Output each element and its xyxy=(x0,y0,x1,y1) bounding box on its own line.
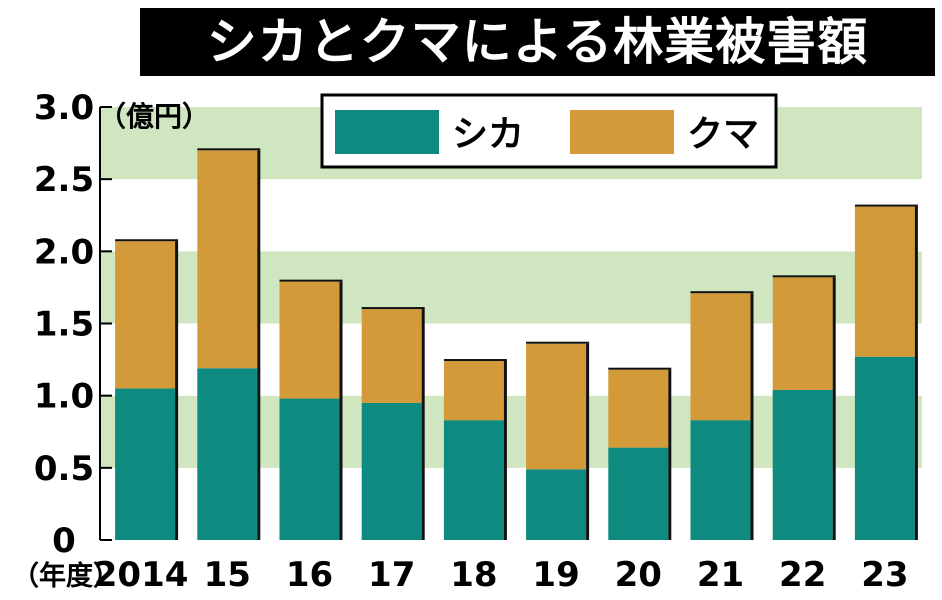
bar-shadow xyxy=(197,148,261,151)
y-tick-label: 3.0 xyxy=(34,88,94,128)
bar-segment-shika xyxy=(608,447,669,540)
legend-label: シカ xyxy=(452,114,524,155)
bar-segment-kuma xyxy=(197,150,258,369)
bar-shadow xyxy=(608,367,672,370)
bar-segment-shika xyxy=(115,388,176,540)
bar-segment-kuma xyxy=(854,206,915,357)
bar-segment-shika xyxy=(197,368,258,540)
x-tick-label: 15 xyxy=(204,555,251,595)
y-tick-label: 0 xyxy=(52,521,76,561)
bar-shadow xyxy=(586,343,590,540)
legend: シカ クマ xyxy=(320,93,778,169)
bar-segment-shika xyxy=(443,420,504,540)
bar-segment-shika xyxy=(772,389,833,540)
bar-shadow xyxy=(526,341,590,344)
bar-segment-kuma xyxy=(690,293,751,421)
bar-shadow xyxy=(279,279,343,282)
bar-shadow xyxy=(257,150,261,541)
bar-shadow xyxy=(772,275,836,278)
y-tick-label: 0.5 xyxy=(34,449,94,489)
bar-shadow xyxy=(750,293,754,540)
x-tick-label: 16 xyxy=(286,555,333,595)
bar-shadow xyxy=(690,291,754,294)
x-tick-label: 22 xyxy=(779,555,826,595)
y-tick-label: 1.5 xyxy=(34,305,94,345)
x-tick-label: 21 xyxy=(697,555,744,595)
bar-segment-shika xyxy=(279,398,340,540)
bar-shadow xyxy=(339,281,343,540)
y-tick-label: 2.5 xyxy=(34,160,94,200)
bar-segment-shika xyxy=(361,402,422,540)
legend-label: クマ xyxy=(687,114,759,155)
bar-segment-shika xyxy=(690,420,751,540)
bar-segment-kuma xyxy=(526,343,587,470)
x-tick-labels: 2014 15 16 17 18 19 20 21 22 23 xyxy=(94,555,909,595)
x-tick-label: 23 xyxy=(861,555,908,595)
x-tick-label: 2014 xyxy=(94,555,189,595)
bar-shadow xyxy=(914,206,918,540)
bar-shadow xyxy=(832,277,836,540)
legend-swatch xyxy=(570,110,674,154)
bar-segment-kuma xyxy=(608,369,669,448)
x-axis-title: （年度） xyxy=(12,560,120,592)
bar-segment-shika xyxy=(526,469,587,540)
bar-shadow xyxy=(361,307,425,310)
chart-title: シカとクマによる林業被害額 xyxy=(140,8,935,76)
y-tick-label: 1.0 xyxy=(34,377,94,417)
bar-shadow xyxy=(115,239,179,242)
legend-swatch xyxy=(335,110,439,154)
bar-shadow xyxy=(443,359,507,362)
bar-shadow xyxy=(421,309,425,540)
bar-shadow xyxy=(668,369,672,540)
bar-segment-kuma xyxy=(279,281,340,399)
bar-segment-kuma xyxy=(361,309,422,403)
bar-segment-shika xyxy=(854,356,915,540)
y-axis: 0 0.5 1.0 1.5 2.0 2.5 3.0 xyxy=(34,88,112,561)
x-tick-label: 17 xyxy=(368,555,415,595)
x-tick-label: 20 xyxy=(615,555,662,595)
y-tick-label: 2.0 xyxy=(34,232,94,272)
bar-segment-kuma xyxy=(772,277,833,390)
x-tick-label: 19 xyxy=(532,555,579,595)
bar-segment-kuma xyxy=(115,241,176,389)
bar-segment-kuma xyxy=(443,361,504,421)
bar-shadow xyxy=(175,241,179,541)
bar-shadow xyxy=(503,361,507,540)
bar-shadow xyxy=(854,204,918,207)
x-tick-label: 18 xyxy=(450,555,497,595)
y-unit-label: （億円） xyxy=(98,100,210,133)
bar-series xyxy=(115,148,918,541)
